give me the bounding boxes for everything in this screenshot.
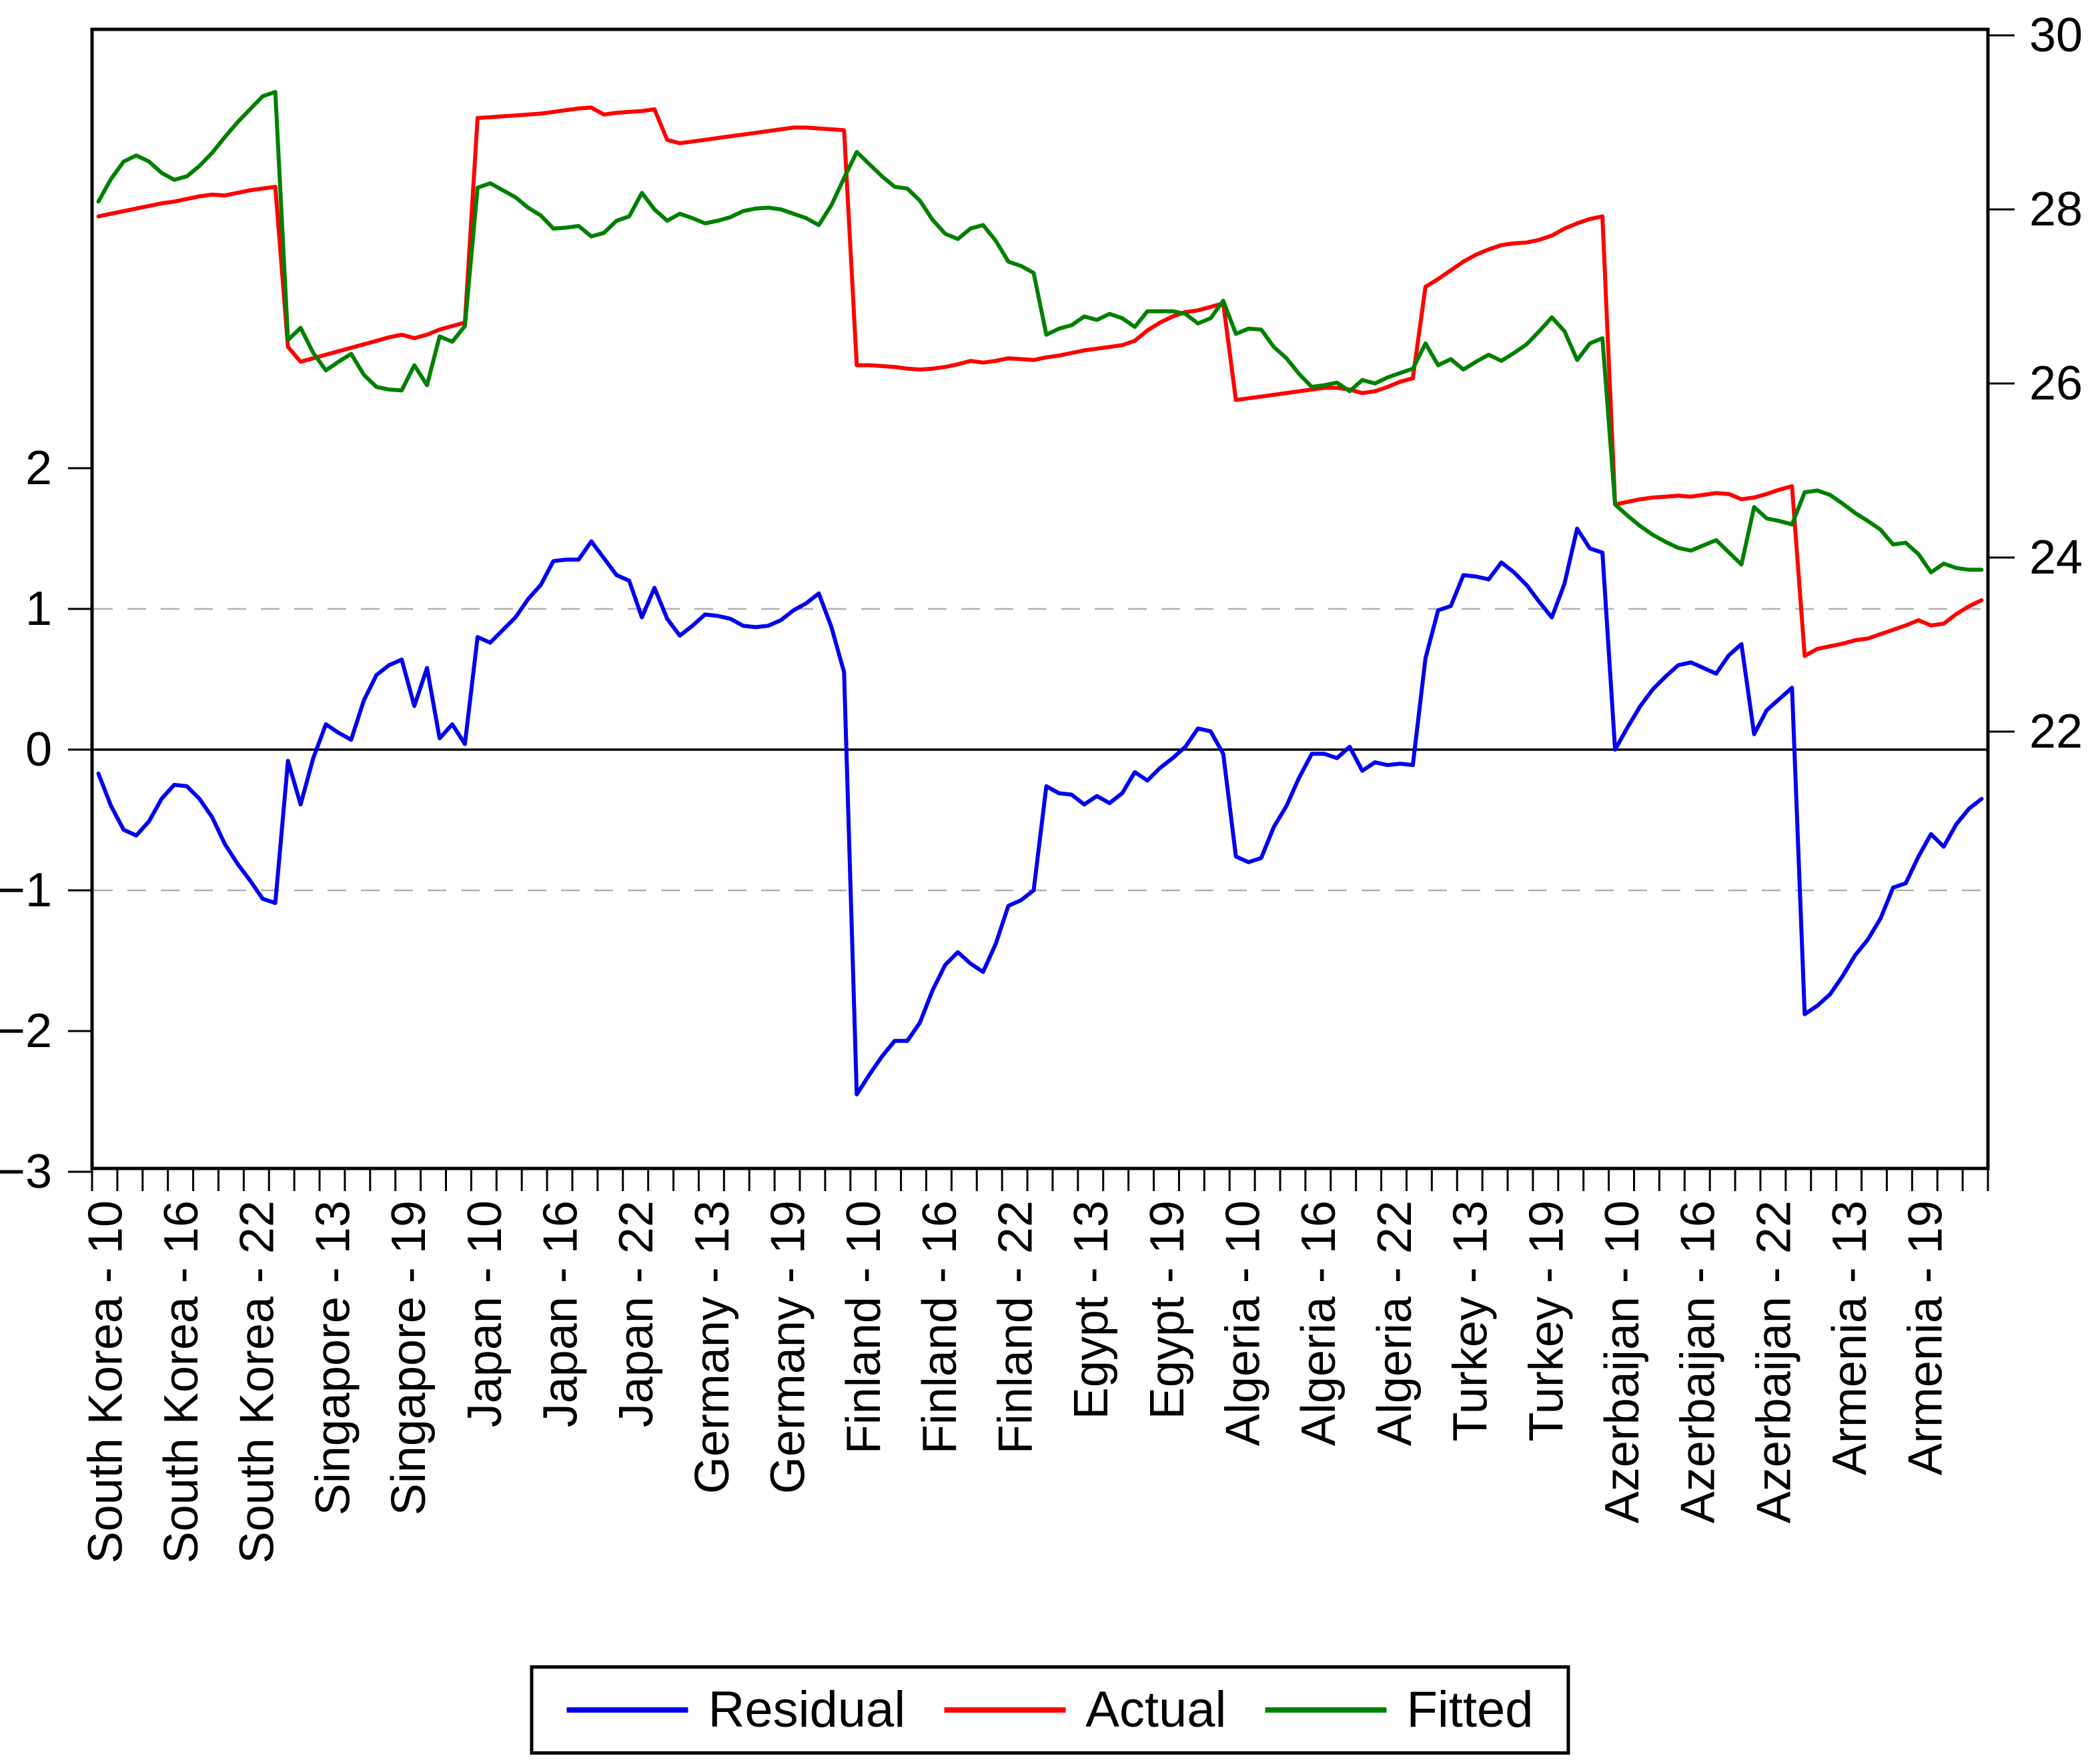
- x-label: Algeria - 10: [1217, 1200, 1270, 1446]
- x-label: Singapore - 19: [382, 1200, 436, 1515]
- x-label: Finland - 16: [913, 1200, 967, 1454]
- left-tick-label--2: −2: [0, 1004, 52, 1058]
- x-label: Turkey - 13: [1444, 1200, 1498, 1441]
- gridlines: [94, 608, 1986, 892]
- left-tick-label-2: 2: [25, 442, 52, 495]
- x-label: Turkey - 19: [1520, 1200, 1573, 1441]
- right-tick-label-30: 30: [2029, 9, 2083, 62]
- x-label: Azerbaijan - 16: [1672, 1200, 1725, 1523]
- legend-label-actual: Actual: [1085, 1681, 1227, 1738]
- x-label: Egypt - 19: [1141, 1200, 1194, 1419]
- x-label: Armenia - 13: [1823, 1200, 1877, 1475]
- fitted-line-swatch: [1265, 1707, 1387, 1713]
- right-tick-label-22: 22: [2029, 705, 2083, 758]
- left-tick-label--3: −3: [0, 1145, 52, 1198]
- residual-line: [96, 526, 1984, 1096]
- x-label: Azerbaijan - 22: [1747, 1200, 1800, 1523]
- x-label: Japan - 16: [534, 1200, 587, 1427]
- x-label: Japan - 10: [458, 1200, 512, 1427]
- axis-labels: 2 1 0 −1 −2 −3 30 28 26 24 22 South Korea - 10 South…: [0, 9, 2083, 1563]
- x-label: Egypt - 13: [1065, 1200, 1118, 1419]
- frame-rect: [90, 27, 1990, 1170]
- x-label: South Korea - 16: [155, 1200, 208, 1563]
- legend-label-fitted: Fitted: [1406, 1681, 1534, 1738]
- chart-legend: Residual Actual Fitted: [530, 1665, 1570, 1755]
- legend-item-residual: Residual: [566, 1685, 905, 1735]
- x-label: Algeria - 16: [1292, 1200, 1346, 1446]
- residual-line-swatch: [566, 1707, 688, 1713]
- axis-ticks: [68, 34, 2015, 1191]
- left-tick-label-0: 0: [25, 723, 52, 776]
- legend-item-fitted: Fitted: [1265, 1681, 1534, 1738]
- right-tick-label-26: 26: [2029, 357, 2083, 410]
- x-label: Algeria - 22: [1368, 1200, 1422, 1446]
- x-label: South Korea - 22: [231, 1200, 284, 1563]
- series-lines: [96, 89, 1984, 1096]
- right-tick-label-24: 24: [2029, 531, 2083, 584]
- left-tick-label--1: −1: [0, 864, 52, 917]
- fitted-line: [96, 89, 1984, 575]
- x-label: Finland - 10: [837, 1200, 891, 1454]
- x-label: Germany - 13: [686, 1200, 739, 1494]
- x-label: South Korea - 10: [79, 1200, 132, 1563]
- legend-label-residual: Residual: [708, 1681, 906, 1738]
- left-tick-label-1: 1: [25, 582, 52, 636]
- x-label: Japan - 22: [610, 1200, 663, 1427]
- legend-item-actual: Actual: [944, 1685, 1226, 1735]
- actual-line: [96, 105, 1984, 658]
- x-label: Singapore - 13: [306, 1200, 360, 1515]
- x-label: Germany - 19: [761, 1200, 815, 1494]
- actual-line-swatch: [944, 1707, 1066, 1713]
- x-label: Azerbaijan - 10: [1596, 1200, 1649, 1523]
- plot-frame: [90, 27, 1990, 1170]
- right-tick-label-28: 28: [2029, 183, 2083, 236]
- x-label: Finland - 22: [989, 1200, 1043, 1454]
- x-label: Armenia - 19: [1899, 1200, 1953, 1475]
